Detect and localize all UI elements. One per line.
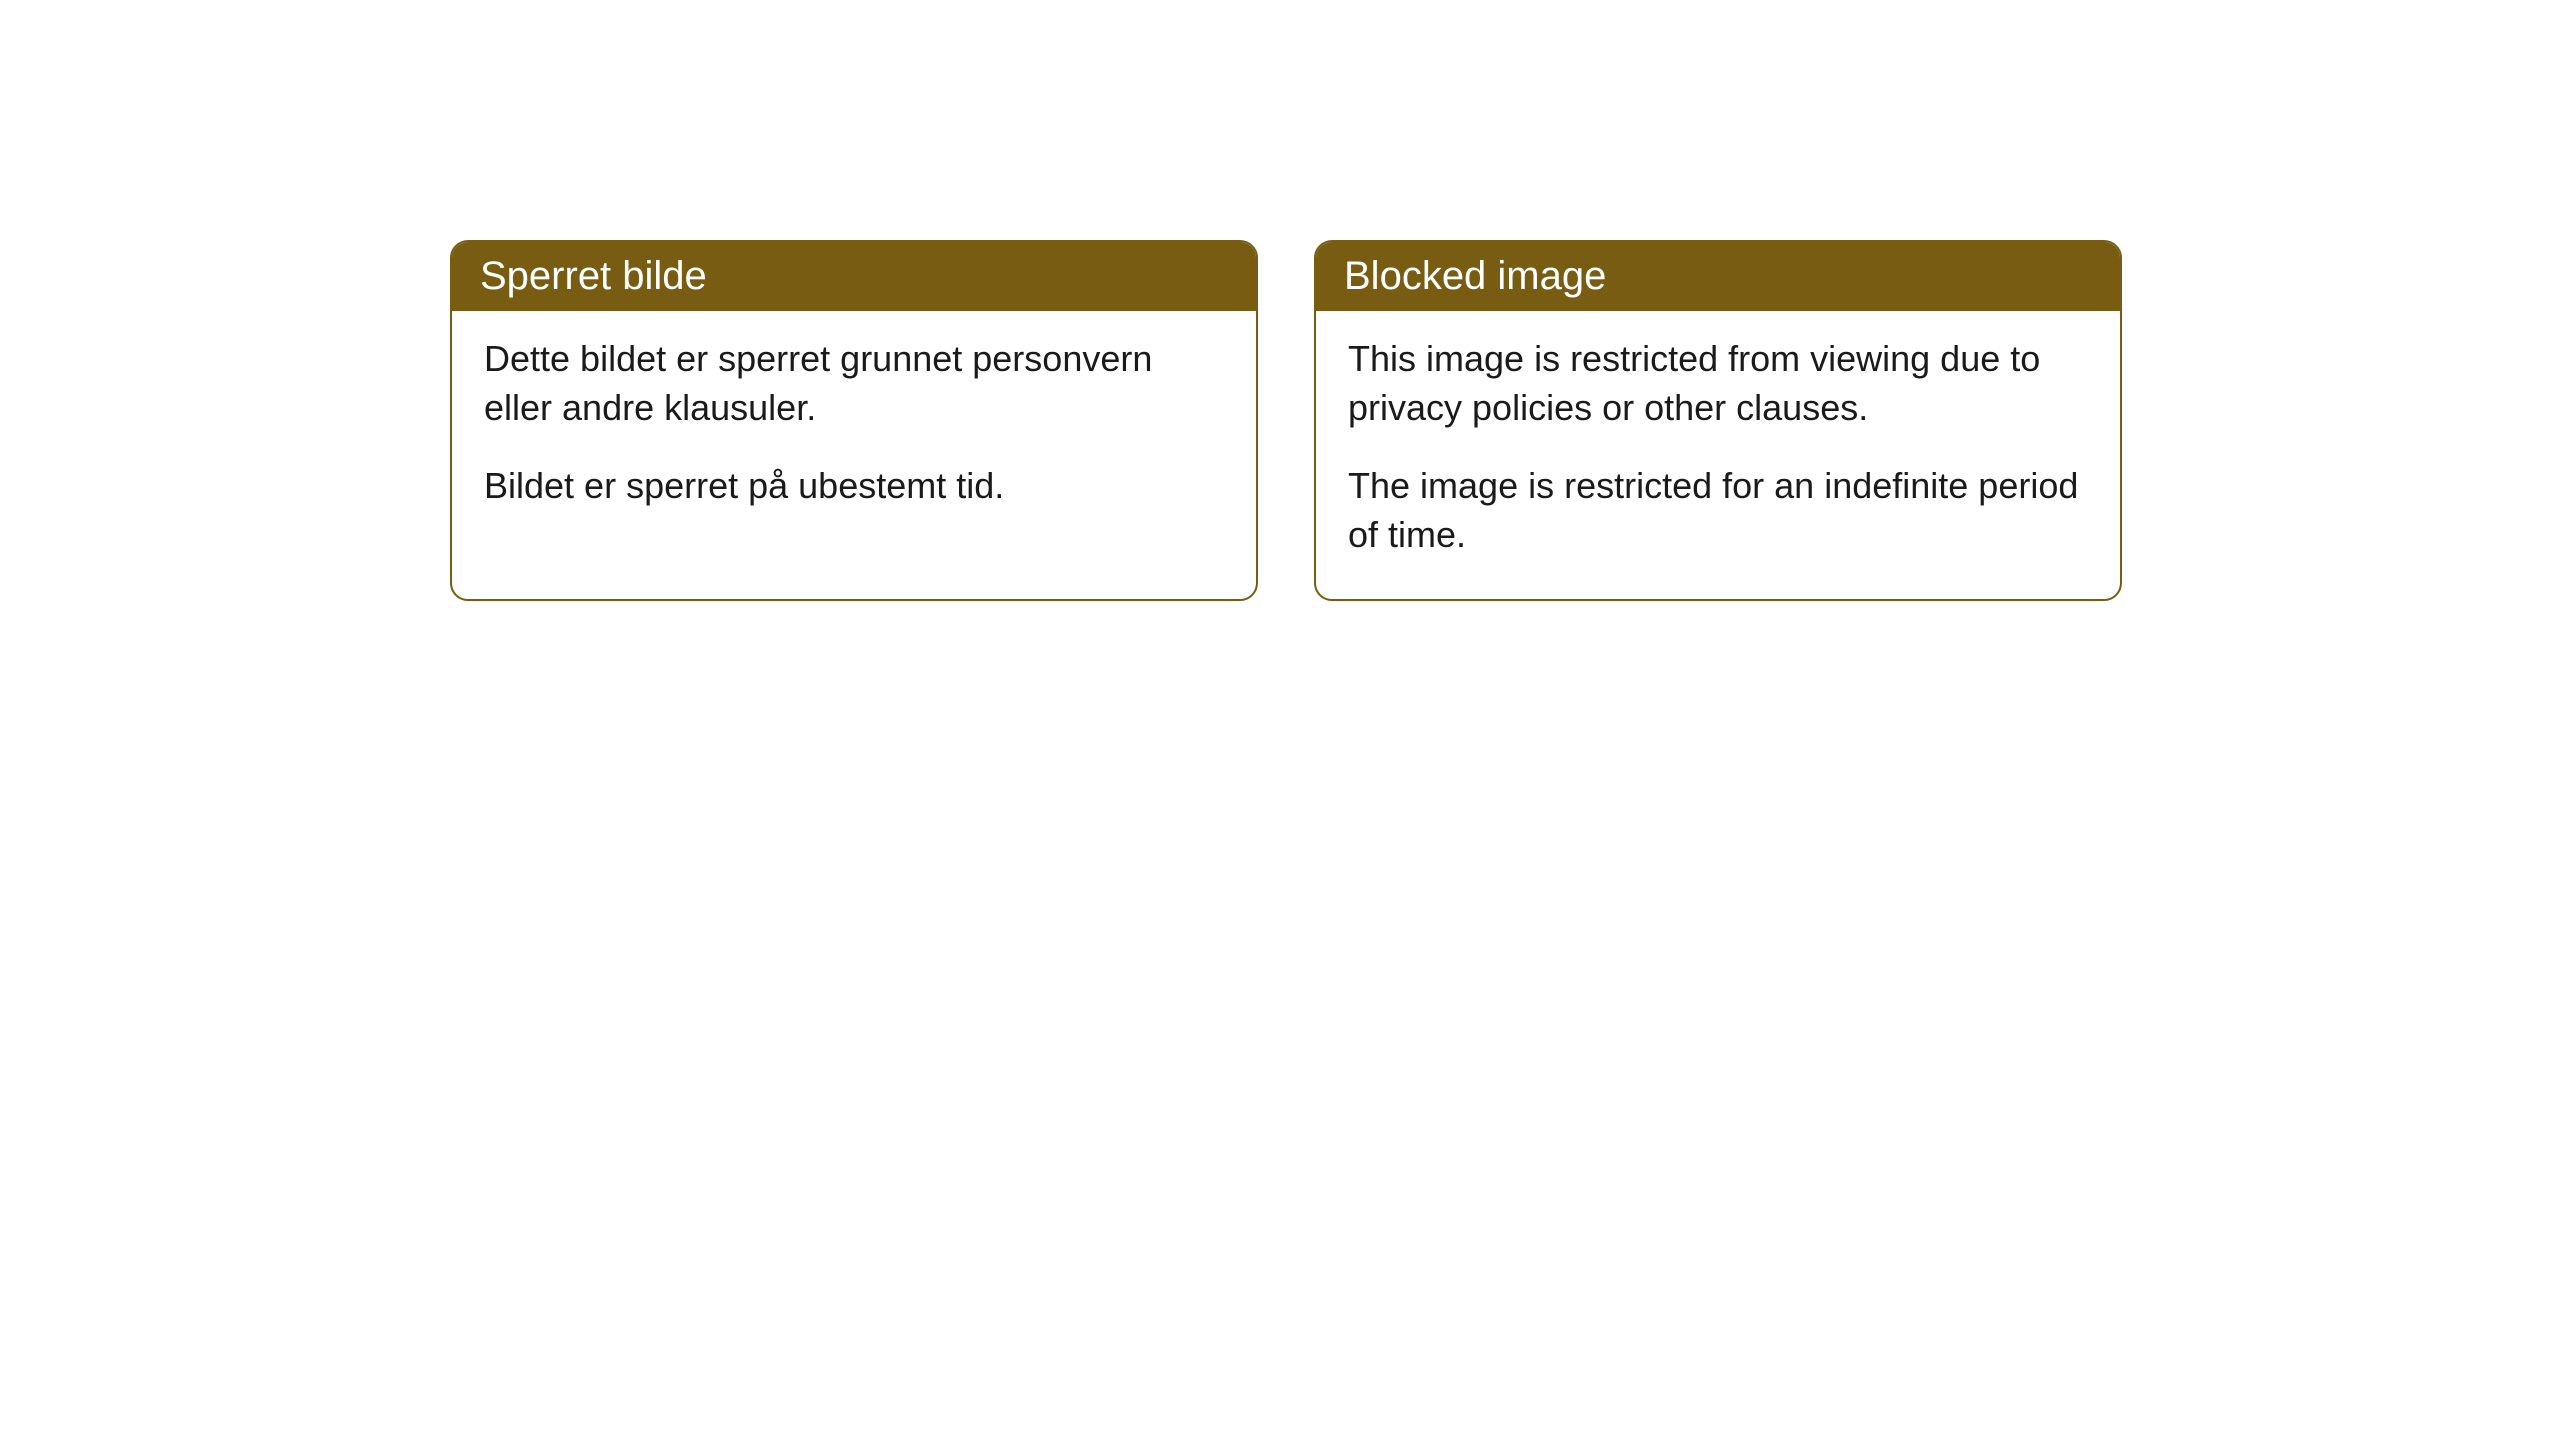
notice-cards-container: Sperret bilde Dette bildet er sperret gr… <box>450 240 2122 601</box>
card-title: Blocked image <box>1344 254 1606 298</box>
card-header-english: Blocked image <box>1316 242 2120 311</box>
blocked-image-card-norwegian: Sperret bilde Dette bildet er sperret gr… <box>450 240 1258 601</box>
card-header-norwegian: Sperret bilde <box>452 242 1256 311</box>
card-paragraph-2: Bildet er sperret på ubestemt tid. <box>484 462 1224 511</box>
card-title: Sperret bilde <box>480 254 707 298</box>
card-body-norwegian: Dette bildet er sperret grunnet personve… <box>452 311 1256 551</box>
card-paragraph-1: This image is restricted from viewing du… <box>1348 335 2088 432</box>
card-paragraph-2: The image is restricted for an indefinit… <box>1348 462 2088 559</box>
card-paragraph-1: Dette bildet er sperret grunnet personve… <box>484 335 1224 432</box>
blocked-image-card-english: Blocked image This image is restricted f… <box>1314 240 2122 601</box>
card-body-english: This image is restricted from viewing du… <box>1316 311 2120 599</box>
